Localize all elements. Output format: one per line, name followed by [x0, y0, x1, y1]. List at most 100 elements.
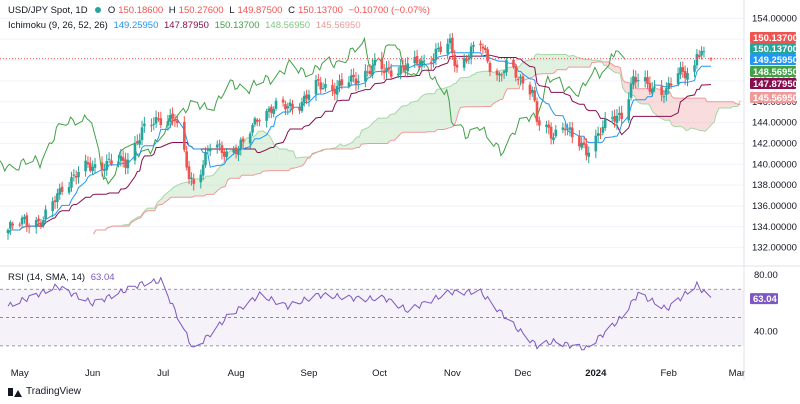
rsi-legend[interactable]: RSI (14, SMA, 14) 63.04: [8, 272, 118, 283]
rsi-pane[interactable]: [0, 276, 744, 351]
price-tick-label: 154.00000: [752, 13, 797, 24]
cloud-segment: [556, 54, 560, 70]
candle-up: [302, 95, 306, 103]
price-tag-label: 150.13700: [753, 44, 798, 55]
candle-up: [422, 60, 426, 62]
price-tag-label: 148.56950: [753, 67, 798, 78]
cloud-segment: [458, 77, 461, 114]
cloud-segment: [246, 136, 254, 176]
candle-up: [103, 170, 106, 172]
cloud-segment: [222, 162, 226, 188]
candle-down: [100, 162, 104, 170]
candle-down: [512, 59, 515, 68]
cloud-segment: [474, 72, 477, 107]
candle-up: [288, 102, 292, 106]
cloud-segment: [244, 138, 247, 176]
candle-up: [77, 171, 80, 178]
candle-up: [568, 127, 572, 130]
candle-up: [335, 86, 339, 95]
candle-up: [237, 148, 240, 155]
cloud-segment: [385, 117, 388, 144]
cloud-segment: [486, 71, 489, 107]
date-tick-label: Jun: [85, 368, 100, 379]
date-tick-label: Mar: [729, 368, 745, 379]
candle-down: [465, 59, 468, 62]
cloud-segment: [178, 183, 181, 198]
candle-up: [373, 59, 377, 66]
candle-down: [352, 74, 355, 78]
cloud-segment: [418, 97, 421, 133]
price-tag-label: 150.13700: [753, 33, 798, 44]
candle-down: [220, 145, 224, 154]
candle-up: [9, 222, 12, 229]
candle-up: [84, 160, 87, 172]
candle-up: [105, 160, 109, 171]
cloud-segment: [570, 55, 574, 68]
candle-down: [317, 79, 320, 81]
cloud-segment: [253, 135, 256, 176]
candle-up: [676, 73, 680, 85]
ichimoku-legend[interactable]: Ichimoku (9, 26, 52, 26) 149.25950 147.8…: [8, 20, 364, 31]
cloud-segment: [453, 83, 456, 127]
cloud-segment: [554, 54, 557, 73]
candle-down: [241, 138, 245, 142]
price-tag: [750, 32, 796, 43]
date-tick-label: Feb: [660, 368, 676, 379]
candle-down: [479, 43, 482, 46]
cloud-segment: [549, 54, 553, 74]
ohlc-low-value: 149.87500: [237, 5, 283, 16]
ichimoku-cloud: [93, 53, 741, 235]
candle-down: [389, 70, 393, 77]
cloud-segment: [375, 118, 379, 144]
brand[interactable]: TradingView: [8, 386, 81, 397]
ichimoku-base-value: 147.87950: [164, 20, 209, 31]
candle-up: [420, 61, 424, 67]
cloud-segment: [161, 195, 165, 205]
symbol-title: USD/JPY Spot, 1D: [8, 5, 88, 16]
cloud-segment: [206, 176, 209, 195]
rsi-axis[interactable]: 80.00 40.00 63.04: [750, 270, 778, 338]
candle-up: [6, 229, 10, 233]
cloud-segment: [617, 66, 621, 74]
date-tick-label: May: [11, 368, 29, 379]
cloud-segment: [229, 150, 238, 179]
candle-up: [531, 89, 534, 93]
cloud-segment: [262, 130, 270, 172]
cloud-segment: [568, 55, 571, 68]
candle-down: [18, 224, 22, 226]
cloud-segment: [714, 101, 717, 122]
cloud-segment: [472, 74, 475, 107]
candle-up: [357, 81, 360, 83]
candle-down: [192, 178, 196, 184]
candle-up: [267, 108, 271, 112]
date-axis[interactable]: May Jun Jul Aug Sep Oct Nov Dec 2024 Feb Mar: [11, 368, 745, 379]
symbol-legend[interactable]: USD/JPY Spot, 1D O 150.18600 H 150.27600 L…: [8, 5, 433, 16]
cloud-segment: [180, 181, 188, 198]
cloud-segment: [686, 98, 689, 131]
candle-up: [561, 127, 565, 130]
ohlc-open-label: O: [107, 5, 116, 16]
candle-up: [446, 43, 449, 54]
ichimoku-span-a-value: 148.56950: [265, 20, 311, 31]
candle-up: [107, 158, 111, 160]
candle-down: [646, 77, 649, 84]
candle-up: [215, 144, 219, 148]
candle-down: [451, 37, 454, 54]
candle-up: [554, 129, 558, 137]
cloud-segment: [342, 145, 346, 150]
cloud-segment: [422, 94, 426, 133]
candle-up: [396, 73, 400, 76]
candle-up: [469, 46, 473, 59]
cloud-segment: [587, 59, 590, 68]
candle-down: [613, 116, 616, 122]
candle-down: [175, 120, 179, 123]
cloud-segment: [173, 186, 176, 198]
cloud-segment: [700, 98, 703, 131]
cloud-segment: [450, 83, 454, 128]
candle-up: [324, 84, 327, 89]
candle-up: [399, 65, 402, 75]
ohlc-high-value: 150.27600: [178, 5, 224, 16]
cloud-segment: [537, 53, 541, 75]
ohlc-close-label: C: [288, 5, 295, 16]
